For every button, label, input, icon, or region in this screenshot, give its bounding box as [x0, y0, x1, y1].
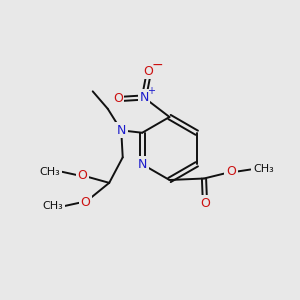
- Text: N: N: [139, 91, 149, 104]
- Text: +: +: [147, 86, 154, 96]
- Text: CH₃: CH₃: [43, 201, 63, 211]
- Text: CH₃: CH₃: [253, 164, 274, 175]
- Text: O: O: [77, 169, 87, 182]
- Text: O: O: [200, 197, 210, 210]
- Text: CH₃: CH₃: [40, 167, 60, 177]
- Text: O: O: [226, 165, 236, 178]
- Text: O: O: [113, 92, 123, 106]
- Text: O: O: [144, 64, 153, 78]
- Text: −: −: [152, 58, 163, 72]
- Text: N: N: [137, 158, 147, 171]
- Text: N: N: [116, 124, 126, 137]
- Text: O: O: [80, 196, 90, 209]
